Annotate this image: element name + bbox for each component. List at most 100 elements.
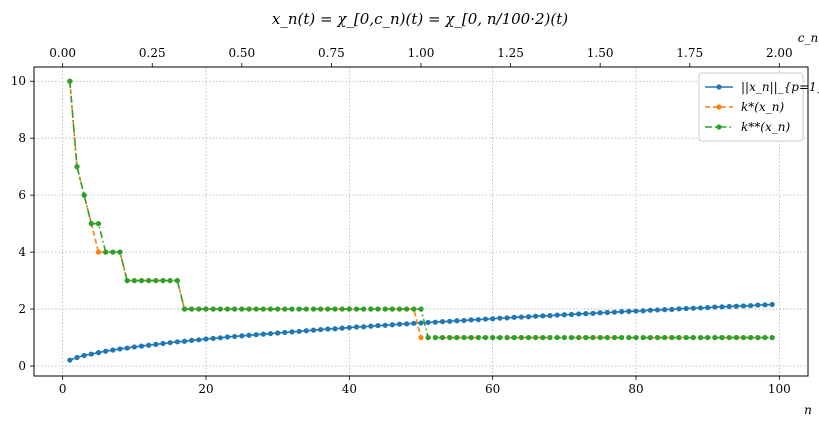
data-point [647,334,653,341]
top-x-tick-label: 0.50 [228,46,255,60]
data-point [690,305,696,311]
data-point [662,307,668,313]
data-point [583,311,589,317]
data-point [676,334,682,341]
data-point [511,334,517,341]
data-point [533,334,539,341]
data-point [131,344,137,350]
legend-marker [716,84,722,90]
data-point [654,334,661,341]
data-point [576,334,582,341]
series-layer [67,78,775,363]
data-point [733,334,739,341]
data-point [454,334,460,341]
data-point [490,316,496,322]
data-point [597,310,603,316]
data-point [432,319,438,325]
data-point [640,308,646,314]
y-tick-label: 8 [18,131,26,145]
y-tick-label: 10 [11,74,26,88]
data-point [669,334,675,341]
data-point [296,328,302,334]
legend: ||x_n||_{p=1} k*(x_n) k**(x_n) [698,72,819,142]
data-point [95,249,102,255]
data-point [153,277,159,284]
data-point [167,277,173,284]
data-point [95,221,102,227]
data-point [382,306,388,312]
data-point [518,334,524,341]
data-point [153,341,159,347]
data-point [346,324,352,331]
data-point [411,306,417,312]
data-point [124,345,130,351]
data-point [511,314,517,320]
data-point [540,313,546,319]
data-point [210,335,216,342]
data-point [253,306,259,312]
top-x-tick-label: 0.75 [318,46,345,60]
series-line [69,81,773,339]
legend-label: k**(x_n) [741,120,790,134]
data-point [740,334,747,341]
data-point [461,317,467,324]
data-point [769,301,775,308]
top-x-tick-label: 1.75 [676,46,703,60]
data-point [67,357,73,363]
data-point [353,306,360,312]
legend-marker [716,124,722,130]
data-point [468,334,474,341]
data-point [733,303,739,309]
top-x-tick-label: 1.00 [408,46,435,60]
data-point [289,329,295,335]
data-point [181,338,188,344]
data-point [597,334,603,341]
data-point [368,323,374,329]
data-point [189,337,195,344]
top-x-tick-label: 0.25 [139,46,166,60]
data-point [533,313,539,319]
series-2 [67,78,775,341]
data-point [332,326,338,332]
data-point [289,306,295,312]
data-point [138,277,145,284]
data-point [619,334,625,341]
data-point [260,331,266,337]
data-point [604,334,610,341]
data-point [705,334,711,341]
data-point [160,340,166,347]
data-point [375,306,381,312]
data-point [232,333,238,340]
x-tick-label: 40 [342,382,357,396]
data-point [310,327,317,333]
data-point [339,325,345,331]
data-point [726,303,732,310]
data-point [490,334,496,341]
data-point [683,305,689,312]
data-point [611,309,618,315]
data-point [275,330,281,336]
series-3 [67,78,775,341]
data-point [282,306,288,312]
x-tick-label: 20 [198,382,213,396]
data-point [432,334,438,341]
x-axis-label: n [804,403,812,417]
data-point [447,334,453,341]
data-point [525,314,532,320]
data-point [697,305,704,311]
data-point [275,306,281,312]
data-point [468,317,474,323]
data-point [396,321,403,327]
data-point [131,277,137,284]
data-point [74,354,80,361]
data-point [67,78,73,84]
data-point [353,324,360,330]
series-line [69,303,773,361]
data-point [590,334,596,341]
data-point [174,339,180,345]
data-point [217,335,223,341]
data-point [712,334,718,341]
data-point [174,277,180,284]
